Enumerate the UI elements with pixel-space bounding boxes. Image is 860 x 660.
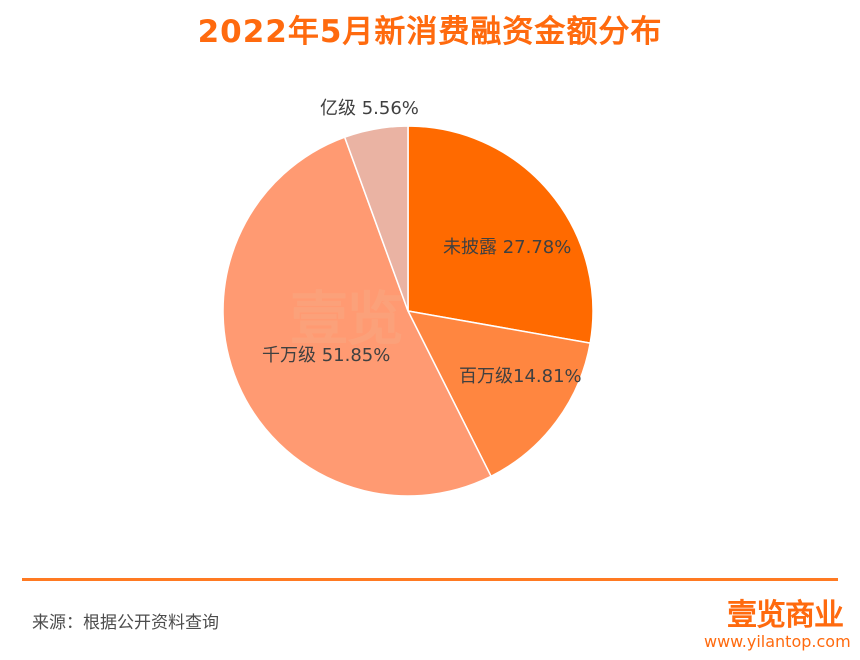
footer-divider bbox=[22, 578, 838, 581]
chart-title: 2022年5月新消费融资金额分布 bbox=[197, 14, 663, 50]
watermark-logo: 壹览 bbox=[290, 285, 404, 353]
pie-slice-2 bbox=[222, 136, 493, 497]
label-ten-million: 千万级 51.85% bbox=[262, 345, 391, 366]
brand-logo: 壹览商业 bbox=[727, 598, 844, 633]
label-undisclosed: 未披露 27.78% bbox=[443, 237, 572, 258]
pie-slice-0 bbox=[407, 125, 594, 345]
label-hundred-million: 亿级 5.56% bbox=[320, 98, 419, 119]
pie-slice-1 bbox=[406, 310, 592, 478]
source-note: 来源：根据公开资料查询 bbox=[32, 613, 219, 633]
pie-slice-3 bbox=[343, 125, 409, 312]
label-million: 百万级14.81% bbox=[459, 366, 582, 387]
brand-url[interactable]: www.yilantop.com bbox=[704, 632, 851, 651]
